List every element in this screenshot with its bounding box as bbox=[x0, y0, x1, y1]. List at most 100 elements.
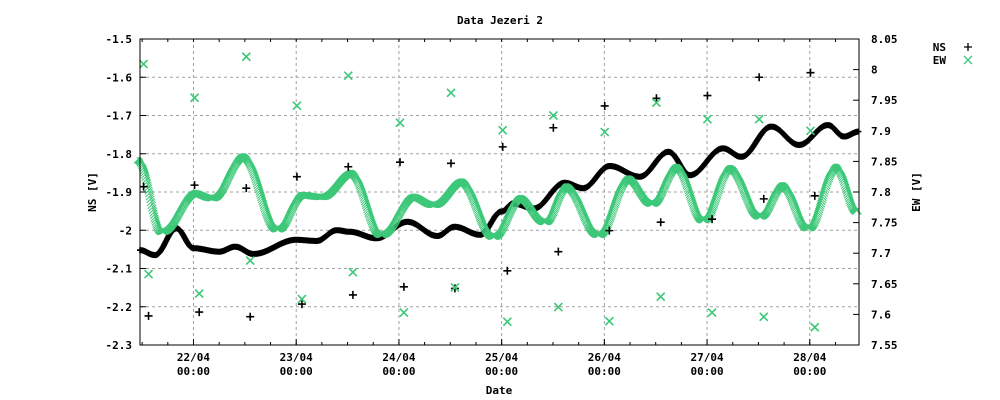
ew-point bbox=[139, 59, 149, 69]
ew-point bbox=[754, 114, 764, 124]
ns-point bbox=[446, 159, 455, 168]
legend-label-ns: NS bbox=[933, 41, 946, 54]
chart-title: Data Jezeri 2 bbox=[457, 14, 543, 27]
ew-point bbox=[194, 289, 204, 299]
ns-point bbox=[395, 158, 404, 167]
y-tick-label: -1.6 bbox=[106, 71, 133, 84]
ns-point bbox=[242, 184, 251, 193]
ew-point bbox=[245, 255, 255, 266]
y2-tick-label: 7.9 bbox=[871, 125, 891, 138]
x-tick-date: 26/04 bbox=[588, 351, 621, 364]
y-tick-label: -2 bbox=[119, 224, 132, 237]
y-tick-label: -1.7 bbox=[106, 110, 133, 123]
ns-point bbox=[139, 182, 148, 191]
ns-point bbox=[498, 142, 507, 151]
ns-point bbox=[605, 226, 614, 235]
y2-tick-label: 8 bbox=[871, 64, 878, 77]
axes: -1.5 -1.6 -1.7 -1.8 -1.9 -2 -2.1 -2.2 -2.3 8.05 8 7… bbox=[106, 33, 898, 378]
y-tick-label: -1.8 bbox=[106, 148, 133, 161]
grid bbox=[140, 39, 859, 345]
x-tick-date: 24/04 bbox=[382, 351, 415, 364]
y-tick-label: -2.2 bbox=[106, 301, 133, 314]
ew-point bbox=[810, 322, 820, 332]
x-tick-date: 27/04 bbox=[691, 351, 724, 364]
plot-frame bbox=[139, 38, 860, 346]
ns-point bbox=[344, 162, 353, 171]
x-tick-date: 28/04 bbox=[793, 351, 826, 364]
legend-marker-ns bbox=[964, 43, 972, 51]
ew-point bbox=[604, 316, 614, 326]
ns-point bbox=[549, 123, 558, 132]
ns-point bbox=[399, 282, 408, 291]
y2-tick-label: 7.65 bbox=[871, 278, 898, 291]
y2-tick-label: 7.6 bbox=[871, 308, 891, 321]
ew-point bbox=[548, 110, 558, 121]
x-tick-time: 00:00 bbox=[793, 365, 826, 378]
ew-point bbox=[759, 312, 769, 322]
y2-tick-label: 8.05 bbox=[871, 33, 898, 46]
ns-point bbox=[810, 191, 819, 200]
y2-tick-label: 7.85 bbox=[871, 155, 898, 168]
ns-point bbox=[759, 194, 768, 203]
ns-point bbox=[190, 181, 199, 190]
x-tick-time: 00:00 bbox=[485, 365, 518, 378]
ns-point bbox=[806, 68, 815, 77]
ew-point bbox=[707, 307, 717, 318]
ew-point bbox=[553, 302, 563, 312]
ns-point bbox=[703, 91, 712, 100]
ew-point bbox=[446, 88, 456, 98]
ew-point bbox=[702, 114, 712, 124]
traces bbox=[133, 122, 862, 259]
ew-point bbox=[399, 307, 409, 318]
ew-point bbox=[498, 125, 508, 135]
ns-point bbox=[600, 101, 609, 110]
ew-trace bbox=[133, 153, 862, 241]
x-axis-label: Date bbox=[486, 384, 513, 397]
ew-point bbox=[600, 127, 610, 137]
ew-point bbox=[656, 292, 666, 302]
ew-point bbox=[502, 317, 512, 327]
ew-point bbox=[297, 294, 307, 304]
x-tick-time: 00:00 bbox=[691, 365, 724, 378]
x-tick-time: 00:00 bbox=[177, 365, 210, 378]
points bbox=[139, 52, 820, 332]
ew-point bbox=[805, 126, 816, 136]
x-tick-time: 00:00 bbox=[382, 365, 415, 378]
x-tick-time: 00:00 bbox=[280, 365, 313, 378]
y2-tick-label: 7.95 bbox=[871, 94, 898, 107]
ns-point bbox=[652, 94, 661, 103]
legend: NS EW bbox=[933, 41, 973, 67]
y2-tick-label: 7.55 bbox=[871, 339, 898, 352]
legend-label-ew: EW bbox=[933, 54, 947, 67]
ew-point bbox=[343, 71, 353, 81]
ew-point bbox=[143, 269, 154, 279]
ns-point bbox=[144, 311, 153, 320]
x-tick-date: 22/04 bbox=[177, 351, 210, 364]
ns-point bbox=[755, 73, 764, 82]
ew-point bbox=[348, 267, 358, 277]
ns-point bbox=[246, 312, 255, 321]
ew-point bbox=[241, 52, 251, 62]
ns-point bbox=[297, 300, 306, 309]
ns-point bbox=[503, 266, 512, 275]
ns-point bbox=[554, 247, 563, 256]
ew-point bbox=[292, 101, 302, 111]
ew-point bbox=[190, 93, 200, 103]
y2-tick-label: 7.8 bbox=[871, 186, 891, 199]
y-tick-label: -1.5 bbox=[106, 33, 133, 46]
ew-point bbox=[450, 282, 460, 293]
x-tick-date: 25/04 bbox=[485, 351, 518, 364]
ns-point bbox=[292, 172, 301, 181]
y-tick-label: -2.1 bbox=[106, 263, 133, 276]
ns-point bbox=[656, 218, 665, 227]
y-axis-label: NS [V] bbox=[86, 172, 99, 212]
y2-tick-label: 7.7 bbox=[871, 247, 891, 260]
ew-point bbox=[651, 98, 661, 108]
legend-marker-ew bbox=[963, 55, 973, 65]
ns-point bbox=[348, 290, 357, 299]
y-tick-label: -1.9 bbox=[106, 186, 133, 199]
x-tick-time: 00:00 bbox=[588, 365, 621, 378]
ew-point bbox=[395, 118, 405, 128]
ns-point bbox=[195, 308, 204, 317]
